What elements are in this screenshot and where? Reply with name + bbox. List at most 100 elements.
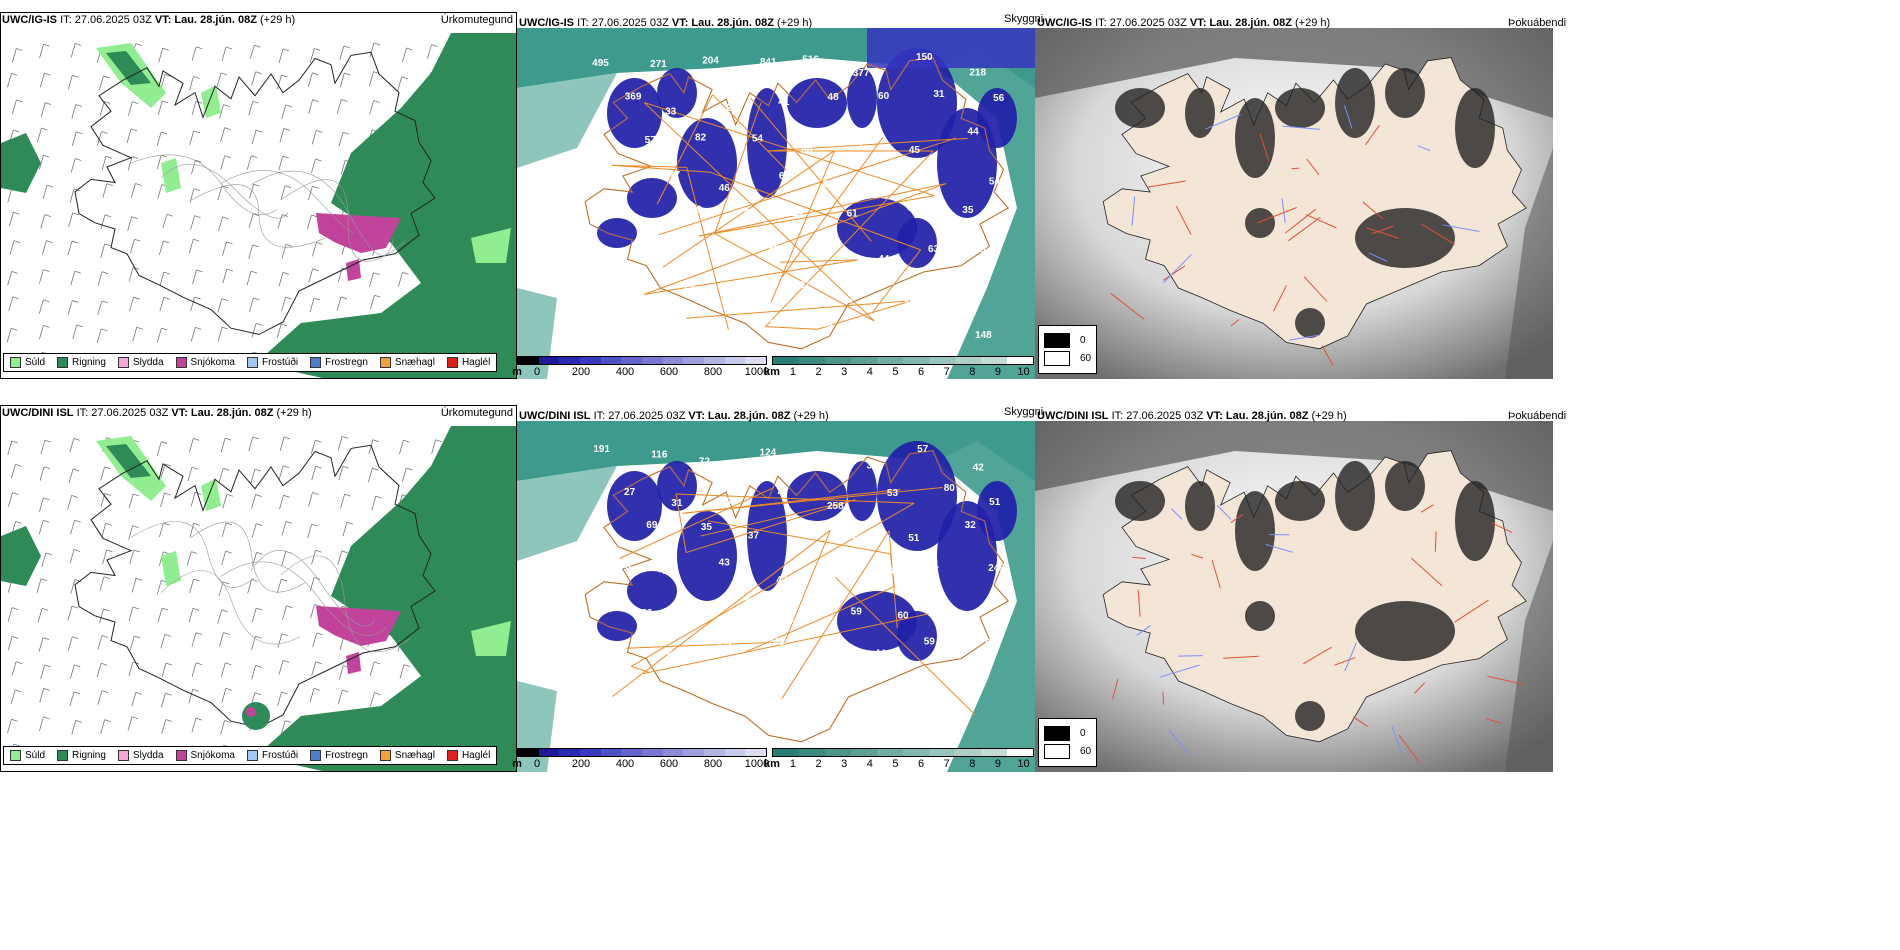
cloudbase-value: 83	[641, 608, 653, 619]
visibility-label: Skyggni	[1004, 406, 1044, 418]
cloudbase-value: 41	[778, 97, 790, 108]
cloudbase-value: 124	[759, 447, 776, 458]
legend-item-8: Haglél	[446, 357, 490, 368]
colorbar-tick: 200	[571, 758, 591, 770]
fog-legend-label: 0	[1080, 335, 1086, 346]
legend-item-3: Slydda	[117, 357, 164, 368]
cloudbase-value: 60	[898, 611, 910, 622]
precip-legend: Súld Rigning Slydda Snjókoma Frostúði Frostre…	[3, 353, 498, 372]
cloudbase-value: 50	[904, 298, 916, 309]
colorbar-tick: 10	[1017, 758, 1030, 770]
cloudbase-value: 516	[802, 54, 819, 65]
legend-label: Snjókoma	[190, 357, 235, 368]
cloudbase-value: 59	[691, 204, 703, 215]
fog-swatch	[1044, 351, 1070, 366]
fog-swatch	[1044, 726, 1070, 741]
cloudbase-value: 51	[908, 533, 920, 544]
colorbar-tick: 4	[866, 758, 873, 770]
colorbar-tick: 1	[789, 758, 797, 770]
cloudbase-value: 242	[838, 370, 855, 379]
fog-swatch	[1044, 333, 1070, 348]
cloudbase-value: 56	[993, 93, 1005, 104]
cloudbase-value: 37	[843, 295, 855, 306]
cloudbase-value: 95	[633, 280, 645, 291]
cloudbase-value: 82	[608, 336, 620, 347]
cloudbase-value: 258	[827, 501, 844, 512]
legend-swatch	[246, 357, 258, 368]
cloudbase-value: 37	[748, 531, 760, 542]
cloudbase-value: 44	[792, 209, 804, 220]
cloudbase-value: 103	[790, 614, 807, 625]
cloudbase-value: 31	[933, 89, 945, 100]
cloudbase-value: 69	[721, 497, 733, 508]
cloudbase-value: 64	[779, 171, 791, 182]
fog-legend-label: 60	[1080, 746, 1092, 757]
cloudbase-value: 247	[716, 636, 733, 647]
legend-swatch	[379, 357, 391, 368]
colorbar-tick: 400	[615, 366, 635, 378]
legend-swatch	[10, 357, 21, 368]
fog-legend: 0 60	[1038, 325, 1098, 374]
colorbar-tick: 9	[994, 366, 1001, 378]
legend-item-2: Rigning	[57, 357, 106, 368]
cloudbase-value: 119	[703, 316, 720, 327]
cloudbase-value: 150	[916, 52, 933, 63]
colorbar-tick: 1	[789, 366, 797, 378]
cloudbase-value: 44	[875, 648, 887, 659]
legend-item-7: Snæhagl	[379, 357, 435, 368]
cloudbase-value: 32	[965, 520, 977, 531]
legend-item-8: Haglél	[446, 750, 490, 761]
legend-swatch	[310, 357, 322, 368]
legend-label: Snæhagl	[394, 357, 435, 368]
precip-legend: Súld Rigning Slydda Snjókoma Frostúði Frostre…	[3, 746, 498, 765]
colorbar-tick: 8	[969, 758, 976, 770]
colorbar-tick: 0	[533, 366, 541, 378]
legend-item-5: Frostúði	[246, 750, 298, 761]
cloudbase-value: 53	[887, 488, 899, 499]
legend-swatch	[175, 357, 187, 368]
fog-legend-item: 60	[1044, 744, 1091, 759]
cloudbase-value: 204	[702, 56, 719, 67]
cloudbase-value: 43	[719, 558, 731, 569]
legend-swatch	[446, 357, 458, 368]
cloudbase-value: 61	[847, 208, 859, 219]
cloudbase-value: 29	[897, 364, 909, 375]
cloudbase-value: 52	[614, 250, 626, 261]
fog-title-top: UWC/IG-IS IT: 27.06.2025 03Z VT: Lau. 28…	[1037, 17, 1331, 29]
legend-label: Rigning	[72, 750, 106, 761]
colorbar-tick: 400	[615, 758, 635, 770]
cloudbase-value: 80	[944, 483, 956, 494]
cloudbase-value: 45	[918, 327, 930, 338]
legend-swatch	[57, 750, 69, 761]
cloudbase-value: 218	[969, 68, 986, 79]
cloudbase-value: 61	[817, 243, 829, 254]
fog-panel-bottom: 0 60	[1035, 421, 1553, 772]
legend-item-1: Súld	[10, 750, 45, 761]
fog-legend-item: 60	[1044, 351, 1091, 366]
cloudbase-value: 49	[744, 208, 756, 219]
cloudbase-colorbar: m 0 200 400 600 800 1000	[512, 356, 770, 948]
cloudbase-value: 249	[988, 563, 1005, 574]
colorbar-tick: 1000	[744, 758, 770, 770]
cloudbase-value: 61	[822, 179, 834, 190]
legend-label: Súld	[25, 750, 46, 761]
cloudbase-value: 40	[868, 328, 880, 339]
colorbar-tick: 200	[571, 366, 591, 378]
colorbar-tick: 1000	[744, 366, 770, 378]
precip-panel-bottom: UWC/DINI ISL IT: 27.06.2025 03Z VT: Lau.…	[0, 405, 517, 772]
cloudbase-title-bottom: UWC/DINI ISL IT: 27.06.2025 03Z VT: Lau.…	[519, 410, 829, 422]
cloudbase-value: 369	[625, 92, 642, 103]
cloudbase-value: 31	[671, 498, 683, 509]
visibility-colorbar: km 1 2 3 4 5 6 7 8 9 10	[764, 356, 1034, 948]
cloudbase-value: 91	[927, 175, 939, 186]
precip-type-label: Úrkomutegund	[440, 14, 513, 26]
legend-swatch	[117, 357, 129, 368]
colorbar-tick: 2	[815, 366, 822, 378]
fog-swatch	[1044, 744, 1070, 759]
cloudbase-value: 58	[875, 166, 887, 177]
fog-label-top: Þokuábendi	[1508, 17, 1567, 29]
cloudbase-value: 72	[656, 323, 668, 334]
visibility-label: Skyggni	[1004, 13, 1044, 25]
legend-item-7: Snæhagl	[379, 750, 435, 761]
legend-swatch	[175, 750, 187, 761]
